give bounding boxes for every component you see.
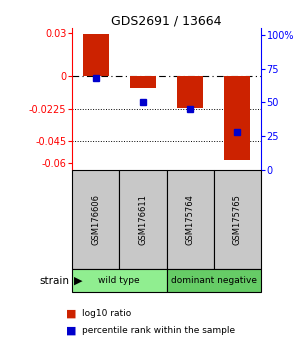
Text: GSM176606: GSM176606 (91, 194, 100, 245)
Text: ■: ■ (66, 308, 76, 318)
Bar (130, 76, 156, 87)
Text: log10 ratio: log10 ratio (82, 309, 132, 318)
Text: ▶: ▶ (74, 275, 82, 286)
Bar (82, 34, 109, 76)
Bar (167, 170, 214, 269)
Bar (214, 170, 261, 269)
Bar (177, 76, 203, 108)
Text: dominant negative: dominant negative (171, 276, 257, 285)
Text: wild type: wild type (98, 276, 140, 285)
Text: GSM175764: GSM175764 (186, 194, 195, 245)
Bar (72, 269, 166, 292)
Text: percentile rank within the sample: percentile rank within the sample (82, 326, 236, 336)
Text: GSM175765: GSM175765 (233, 194, 242, 245)
Text: ■: ■ (66, 326, 76, 336)
Text: GSM176611: GSM176611 (138, 194, 147, 245)
Text: strain: strain (39, 275, 69, 286)
Bar (167, 269, 261, 292)
Bar (119, 170, 166, 269)
Title: GDS2691 / 13664: GDS2691 / 13664 (111, 14, 222, 27)
Bar (224, 76, 250, 160)
Bar (72, 170, 119, 269)
